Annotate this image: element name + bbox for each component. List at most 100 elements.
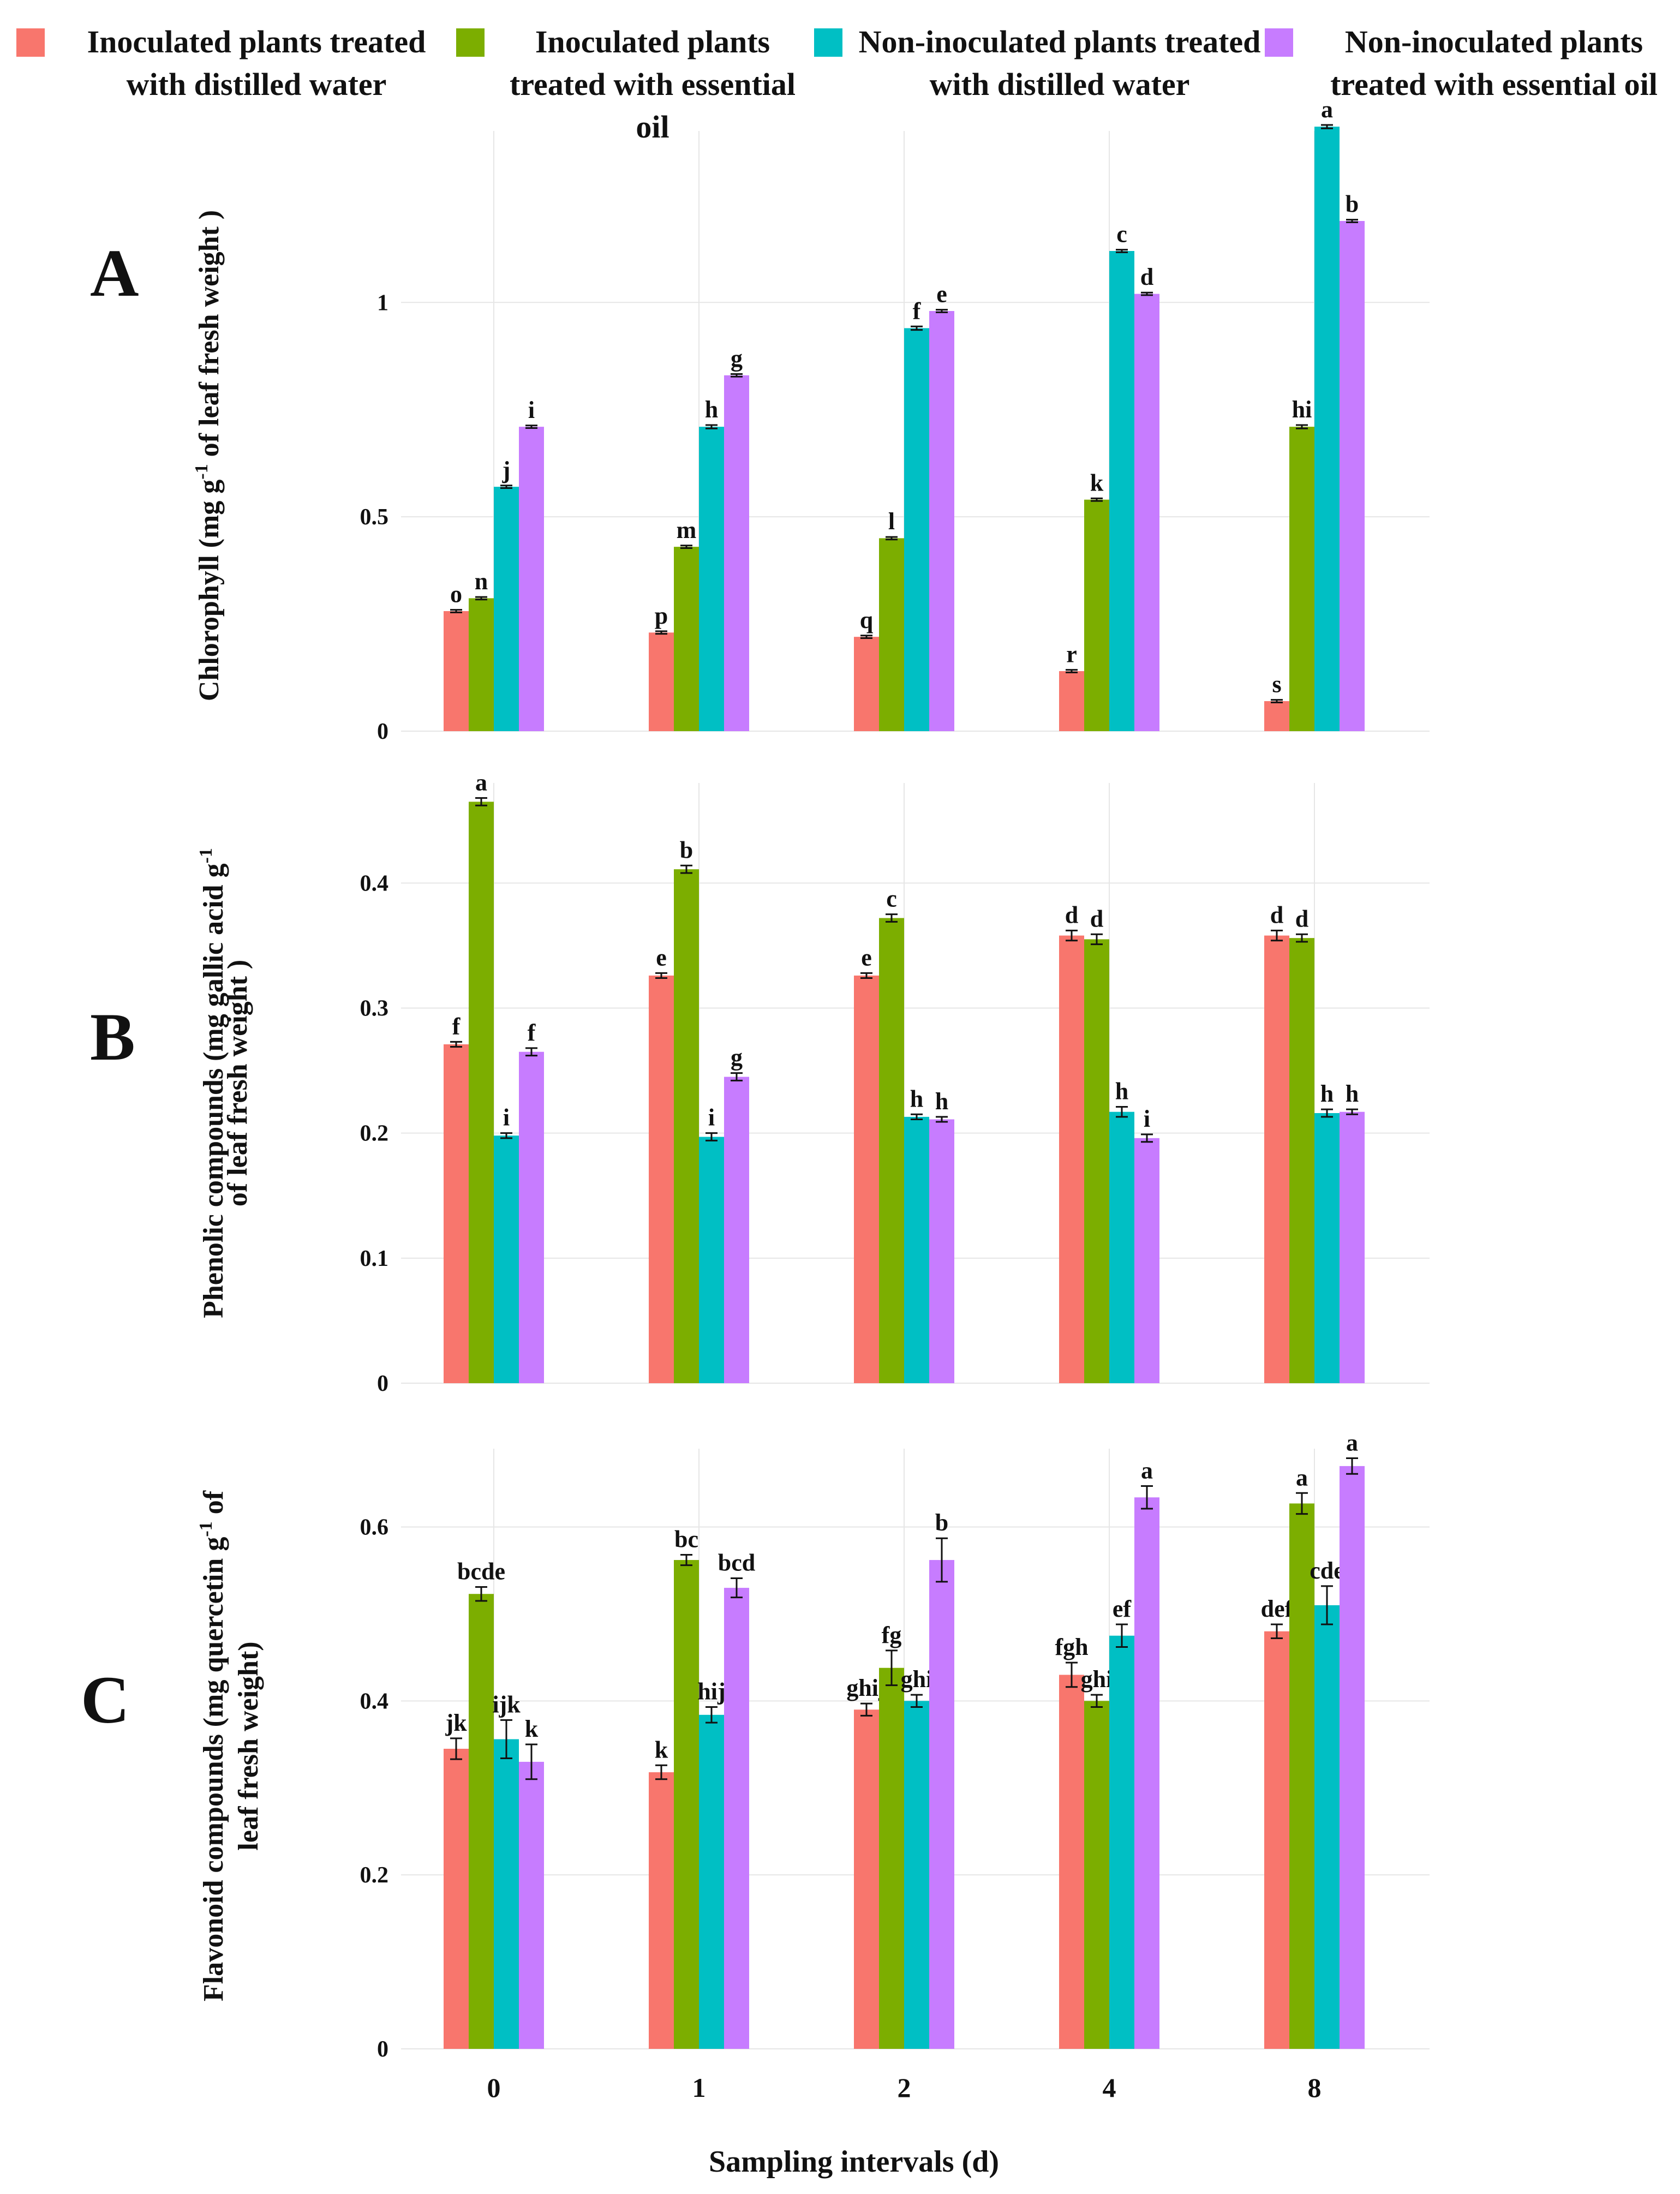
bar (904, 1701, 929, 2049)
significance-letter: ef (1113, 1595, 1132, 1622)
significance-letter: k (1090, 469, 1104, 496)
bar (699, 1137, 724, 1383)
bar (699, 1714, 724, 2049)
x-tick-label: 1 (692, 2072, 706, 2103)
significance-letter: k (655, 1736, 668, 1763)
significance-letter: h (910, 1085, 923, 1112)
bar (1264, 1631, 1289, 2049)
bar (929, 1560, 954, 2049)
significance-letter: h (1115, 1078, 1128, 1105)
x-tick-label: 8 (1308, 2072, 1322, 2103)
bar (1340, 1111, 1365, 1383)
bar (724, 375, 749, 731)
bar (444, 611, 469, 731)
significance-letter: l (888, 508, 895, 535)
significance-letter: b (1346, 191, 1359, 218)
significance-letter: h (935, 1088, 948, 1115)
bar (1340, 1466, 1365, 2049)
bar (649, 975, 674, 1383)
significance-letter: i (503, 1104, 510, 1131)
significance-letter: a (1346, 1430, 1358, 1456)
panel-letter-a: A (90, 236, 139, 310)
bar (494, 487, 519, 731)
significance-letter: d (1295, 905, 1308, 932)
bar (854, 1709, 879, 2049)
panel-letter-c: C (81, 1663, 130, 1737)
significance-letter: d (1065, 901, 1078, 928)
legend-swatch-2 (456, 28, 485, 57)
bar (1264, 701, 1289, 731)
bar (1289, 427, 1314, 731)
bar (469, 1594, 494, 2049)
significance-letter: hi (1292, 396, 1312, 423)
bar (469, 598, 494, 731)
significance-letter: e (656, 944, 667, 971)
y-tick-label: 0 (377, 1371, 388, 1396)
bar (699, 427, 724, 731)
significance-letter: n (475, 568, 488, 595)
bar (854, 637, 879, 731)
significance-letter: i (708, 1104, 715, 1131)
significance-letter: cde (1310, 1557, 1344, 1584)
significance-letter: ghi (901, 1666, 933, 1693)
bar (1109, 251, 1134, 731)
y-axis-label: Flavonoid compounds (mg quercetin g-1 of… (196, 1490, 264, 2001)
y-tick-label: 0 (377, 719, 388, 744)
y-axis-label: Chlorophyll (mg g-1 of leaf fresh weight… (192, 210, 225, 701)
bar (1084, 939, 1109, 1383)
bar (649, 632, 674, 731)
significance-letter: d (1270, 901, 1283, 928)
y-tick-label: 0.4 (360, 871, 389, 896)
significance-letter: r (1066, 641, 1077, 668)
bar (1059, 671, 1084, 731)
significance-letter: jk (445, 1709, 467, 1736)
significance-letter: ijk (492, 1691, 521, 1718)
significance-letter: b (935, 1509, 948, 1536)
bar (929, 1119, 954, 1383)
legend-label-1: Inoculated plants treated with distilled… (87, 24, 426, 102)
significance-letter: q (860, 607, 874, 633)
significance-letter: m (677, 517, 697, 543)
bar (649, 1772, 674, 2049)
significance-letter: h (1320, 1080, 1334, 1107)
significance-letter: s (1272, 671, 1281, 698)
significance-letter: a (475, 769, 487, 796)
legend-swatch-4 (1265, 28, 1293, 57)
bar (1084, 1701, 1109, 2049)
bar (1059, 1675, 1084, 2049)
bar (519, 427, 544, 731)
significance-letter: b (680, 836, 693, 863)
y-tick-label: 1 (377, 290, 388, 315)
bar (1264, 935, 1289, 1383)
y-tick-label: 0 (377, 2037, 388, 2062)
bar (1314, 127, 1340, 732)
legend: Inoculated plants treated with distilled… (0, 0, 1680, 145)
bar (1134, 294, 1159, 731)
y-tick-label: 0.3 (360, 996, 389, 1021)
bar (854, 975, 879, 1383)
significance-letter: e (936, 281, 947, 308)
significance-letter: def (1261, 1595, 1294, 1622)
legend-label-3: Non-inoculated plants treated with disti… (858, 24, 1261, 102)
bar (469, 802, 494, 1383)
bar (879, 538, 904, 731)
significance-letter: d (1090, 905, 1103, 932)
y-tick-label: 0.6 (360, 1515, 389, 1540)
bar (519, 1051, 544, 1383)
significance-letter: d (1140, 264, 1153, 290)
bar (494, 1135, 519, 1383)
y-tick-label: 0.1 (360, 1246, 389, 1271)
bar (904, 328, 929, 731)
legend-swatch-3 (814, 28, 842, 57)
bar (444, 1749, 469, 2049)
bar (929, 311, 954, 731)
significance-letter: i (1144, 1105, 1150, 1132)
significance-letter: hij (697, 1678, 725, 1705)
significance-letter: e (861, 944, 872, 971)
significance-letter: fg (882, 1622, 902, 1648)
legend-swatch-1 (16, 28, 45, 57)
bar (519, 1761, 544, 2049)
bar (1109, 1111, 1134, 1383)
